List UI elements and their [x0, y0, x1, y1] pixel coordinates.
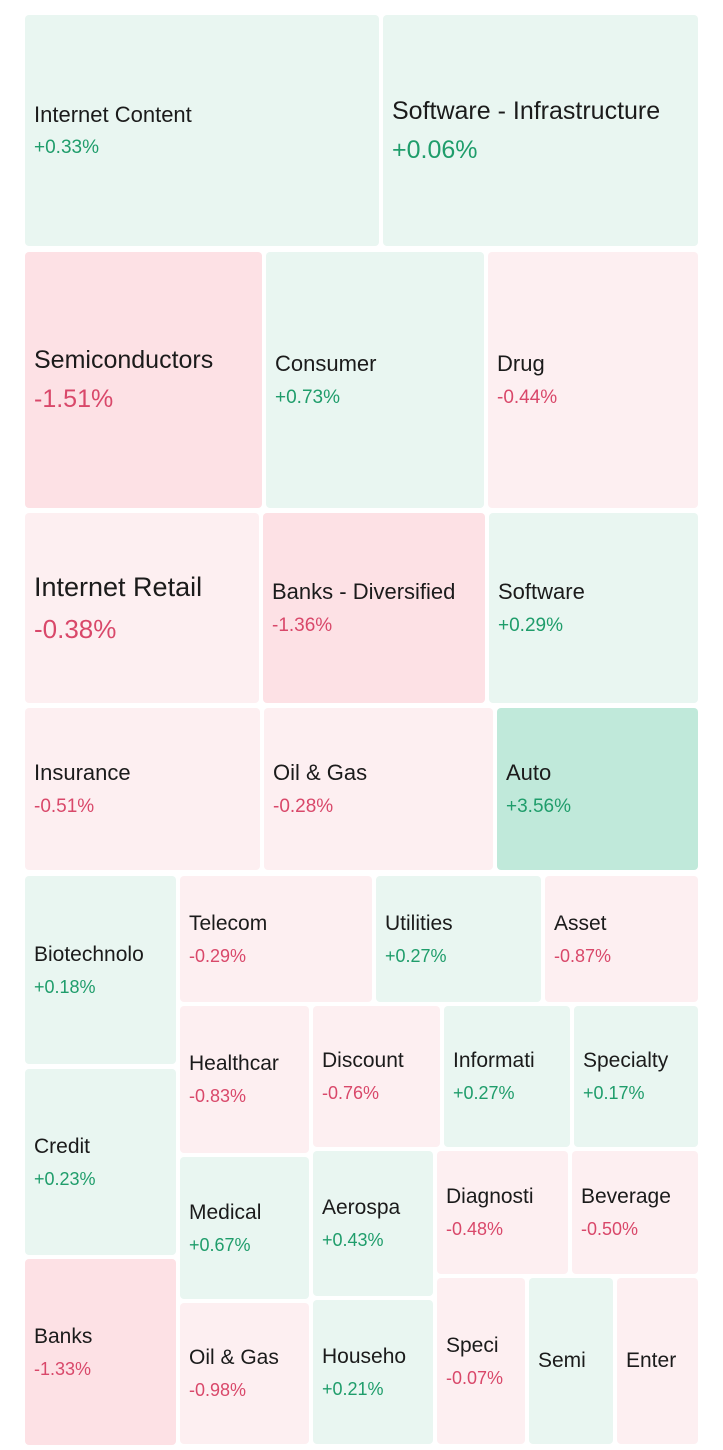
tile-internet-content[interactable]: Internet Content +0.33%	[25, 15, 379, 246]
tile-change: -0.29%	[189, 945, 247, 966]
tile-change: -0.87%	[554, 945, 612, 966]
tile-name: Discount	[322, 1049, 404, 1073]
tile-healthcare[interactable]: Healthcar -0.83%	[180, 1006, 309, 1153]
tile-banks-diversified[interactable]: Banks - Diversified -1.36%	[263, 513, 485, 703]
tile-change: -0.76%	[322, 1083, 380, 1104]
tile-enter[interactable]: Enter	[617, 1278, 698, 1444]
tile-name: Medical	[189, 1200, 262, 1224]
tile-change: -1.33%	[34, 1358, 92, 1379]
tile-specialty[interactable]: Specialty +0.17%	[574, 1006, 698, 1147]
tile-beverage[interactable]: Beverage -0.50%	[572, 1151, 698, 1274]
tile-name: Semiconductors	[34, 346, 214, 375]
tile-name: Internet Retail	[34, 571, 203, 602]
tile-change: +3.56%	[506, 795, 571, 817]
tile-name: Insurance	[34, 760, 131, 786]
tile-name: Beverage	[581, 1185, 671, 1209]
tile-name: Auto	[506, 760, 552, 786]
tile-medical[interactable]: Medical +0.67%	[180, 1157, 309, 1299]
tile-name: Internet Content	[34, 101, 192, 127]
tile-change: -0.28%	[273, 795, 334, 817]
tile-semi[interactable]: Semi	[529, 1278, 613, 1444]
tile-asset[interactable]: Asset -0.87%	[545, 876, 698, 1002]
tile-name: Oil & Gas	[189, 1346, 279, 1370]
tile-name: Consumer	[275, 351, 377, 377]
tile-change: +0.67%	[189, 1234, 251, 1255]
tile-change: +0.18%	[34, 976, 96, 997]
tile-name: Aerospa	[322, 1196, 401, 1220]
tile-biotechnology[interactable]: Biotechnolo +0.18%	[25, 876, 176, 1064]
tile-speci[interactable]: Speci -0.07%	[437, 1278, 525, 1444]
tile-insurance[interactable]: Insurance -0.51%	[25, 708, 260, 870]
tile-consumer[interactable]: Consumer +0.73%	[266, 252, 484, 508]
tile-name: Drug	[497, 351, 545, 377]
tile-name: Utilities	[385, 911, 453, 935]
tile-name: Banks	[34, 1324, 93, 1348]
tile-change: +0.23%	[34, 1168, 96, 1189]
tile-name: Banks - Diversified	[272, 579, 456, 605]
tile-oil-gas[interactable]: Oil & Gas -0.28%	[264, 708, 493, 870]
tile-semiconductors[interactable]: Semiconductors -1.51%	[25, 252, 262, 508]
tile-software[interactable]: Software +0.29%	[489, 513, 698, 703]
tile-change: +0.43%	[322, 1230, 384, 1251]
tile-banks[interactable]: Banks -1.33%	[25, 1259, 176, 1445]
tile-name: Enter	[626, 1348, 677, 1372]
tile-change: -1.51%	[34, 385, 114, 413]
tile-utilities[interactable]: Utilities +0.27%	[376, 876, 541, 1002]
tile-change: +0.29%	[498, 614, 563, 636]
tile-name: Software - Infrastructure	[392, 96, 661, 125]
tile-auto[interactable]: Auto +3.56%	[497, 708, 698, 870]
tile-information[interactable]: Informati +0.27%	[444, 1006, 570, 1147]
tile-aerospace[interactable]: Aerospa +0.43%	[313, 1151, 433, 1296]
tile-change: -0.48%	[446, 1219, 504, 1240]
tile-drug[interactable]: Drug -0.44%	[488, 252, 698, 508]
tile-name: Healthcar	[189, 1052, 279, 1076]
tile-change: +0.73%	[275, 386, 340, 408]
tile-telecom[interactable]: Telecom -0.29%	[180, 876, 372, 1002]
tile-change: -0.51%	[34, 795, 95, 817]
tile-name: Semi	[538, 1348, 586, 1372]
tile-internet-retail[interactable]: Internet Retail -0.38%	[25, 513, 259, 703]
tile-name: Biotechnolo	[34, 942, 144, 966]
tile-name: Specialty	[583, 1049, 669, 1073]
tile-change: +0.21%	[322, 1378, 384, 1399]
tile-change: +0.17%	[583, 1083, 645, 1104]
tile-household[interactable]: Househo +0.21%	[313, 1300, 433, 1444]
tile-name: Asset	[554, 911, 607, 935]
tile-discount[interactable]: Discount -0.76%	[313, 1006, 440, 1147]
tile-name: Househo	[322, 1344, 407, 1368]
tile-change: -0.83%	[189, 1086, 247, 1107]
tile-change: -0.98%	[189, 1380, 247, 1401]
tile-name: Software	[498, 579, 585, 605]
tile-name: Credit	[34, 1134, 91, 1158]
tile-oil-gas-2[interactable]: Oil & Gas -0.98%	[180, 1303, 309, 1444]
tile-name: Informati	[453, 1049, 535, 1073]
tile-credit[interactable]: Credit +0.23%	[25, 1069, 176, 1255]
tile-change: +0.27%	[385, 945, 447, 966]
tile-name: Speci	[446, 1333, 499, 1357]
tile-change: -1.36%	[272, 614, 333, 636]
tile-change: -0.50%	[581, 1219, 639, 1240]
tile-change: -0.07%	[446, 1367, 504, 1388]
tile-change: +0.06%	[392, 135, 478, 164]
tile-change: -0.38%	[34, 613, 117, 644]
tile-software-infrastructure[interactable]: Software - Infrastructure +0.06%	[383, 15, 698, 246]
tile-change: +0.27%	[453, 1083, 515, 1104]
tile-name: Oil & Gas	[273, 760, 368, 786]
tile-diagnostics[interactable]: Diagnosti -0.48%	[437, 1151, 568, 1274]
tile-name: Diagnosti	[446, 1185, 534, 1209]
tile-change: +0.33%	[34, 137, 99, 159]
tile-name: Telecom	[189, 911, 268, 935]
tile-change: -0.44%	[497, 386, 558, 408]
